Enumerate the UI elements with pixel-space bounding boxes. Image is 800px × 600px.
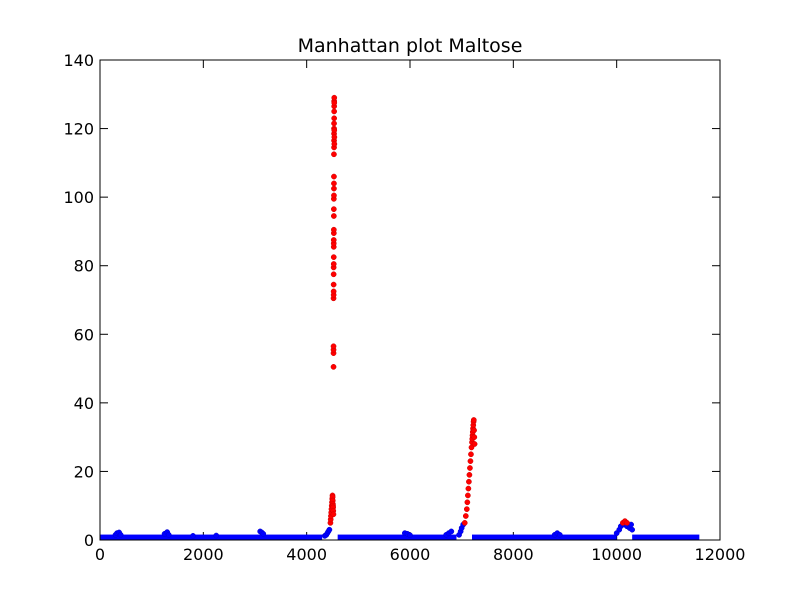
data-point	[464, 499, 471, 506]
data-point	[331, 120, 337, 127]
y-tick-label: 20	[74, 462, 94, 481]
y-tick-label: 120	[63, 120, 94, 139]
data-point	[468, 451, 474, 458]
data-point	[330, 254, 337, 260]
baseline-points	[632, 534, 700, 540]
data-point	[330, 364, 337, 370]
data-point	[330, 288, 337, 295]
y-tick-label: 40	[74, 394, 94, 413]
data-point	[330, 281, 337, 288]
data-point	[462, 513, 469, 519]
data-point	[448, 528, 455, 535]
x-tick-label: 10000	[591, 545, 642, 564]
data-point	[467, 458, 474, 464]
data-point	[330, 226, 337, 233]
data-point	[331, 94, 338, 101]
data-point	[330, 271, 337, 278]
data-point	[331, 173, 337, 180]
x-tick-label: 6000	[390, 545, 431, 564]
data-point	[624, 520, 630, 526]
data-point	[465, 485, 472, 492]
x-tick-label: 12000	[695, 545, 746, 564]
data-point	[331, 127, 338, 134]
data-point	[556, 532, 563, 538]
data-point	[331, 100, 338, 106]
data-point	[260, 530, 267, 537]
data-point	[330, 511, 337, 518]
chart-title: Manhattan plot Maltose	[298, 35, 523, 57]
data-point	[467, 465, 473, 471]
data-point	[326, 526, 333, 533]
data-point	[331, 192, 337, 199]
baseline-points	[337, 534, 457, 540]
data-point	[330, 206, 337, 212]
data-point	[330, 261, 337, 267]
baseline-points	[100, 534, 323, 540]
y-tick-label: 0	[84, 531, 94, 550]
data-point	[190, 533, 196, 539]
data-point	[331, 134, 338, 140]
data-point	[461, 520, 468, 526]
data-point	[466, 472, 473, 478]
x-tick-label: 8000	[493, 545, 534, 564]
data-point	[470, 417, 477, 423]
data-point	[471, 427, 477, 434]
data-point	[213, 532, 220, 539]
data-point	[471, 441, 478, 447]
baseline-points	[472, 534, 617, 540]
data-point	[465, 492, 471, 499]
data-point	[330, 237, 337, 243]
axis-ticks: 0 2000 4000 6000 8000 10000 12000 0 20 40 60 80 100 1…	[63, 51, 745, 564]
data-point	[330, 343, 337, 350]
data-point	[117, 532, 124, 538]
y-tick-label: 140	[63, 51, 94, 70]
data-point	[331, 180, 337, 187]
x-tick-label: 2000	[183, 545, 224, 564]
x-tick-label: 4000	[286, 545, 327, 564]
y-tick-label: 80	[74, 257, 94, 276]
data-point	[629, 526, 636, 533]
data-point	[331, 115, 338, 122]
plot-frame	[99, 59, 721, 541]
data-point	[463, 506, 470, 512]
data-point	[165, 532, 172, 538]
data-point	[330, 213, 337, 219]
data-point	[466, 478, 472, 485]
data-point	[331, 108, 338, 115]
data-point	[331, 151, 337, 158]
data-point	[331, 141, 338, 147]
data-point	[407, 532, 413, 539]
data-point	[331, 185, 337, 192]
data-point	[471, 434, 478, 440]
y-tick-label: 100	[63, 188, 94, 207]
data-points	[100, 94, 700, 540]
x-tick-label: 0	[95, 545, 105, 564]
y-tick-label: 60	[74, 325, 94, 344]
